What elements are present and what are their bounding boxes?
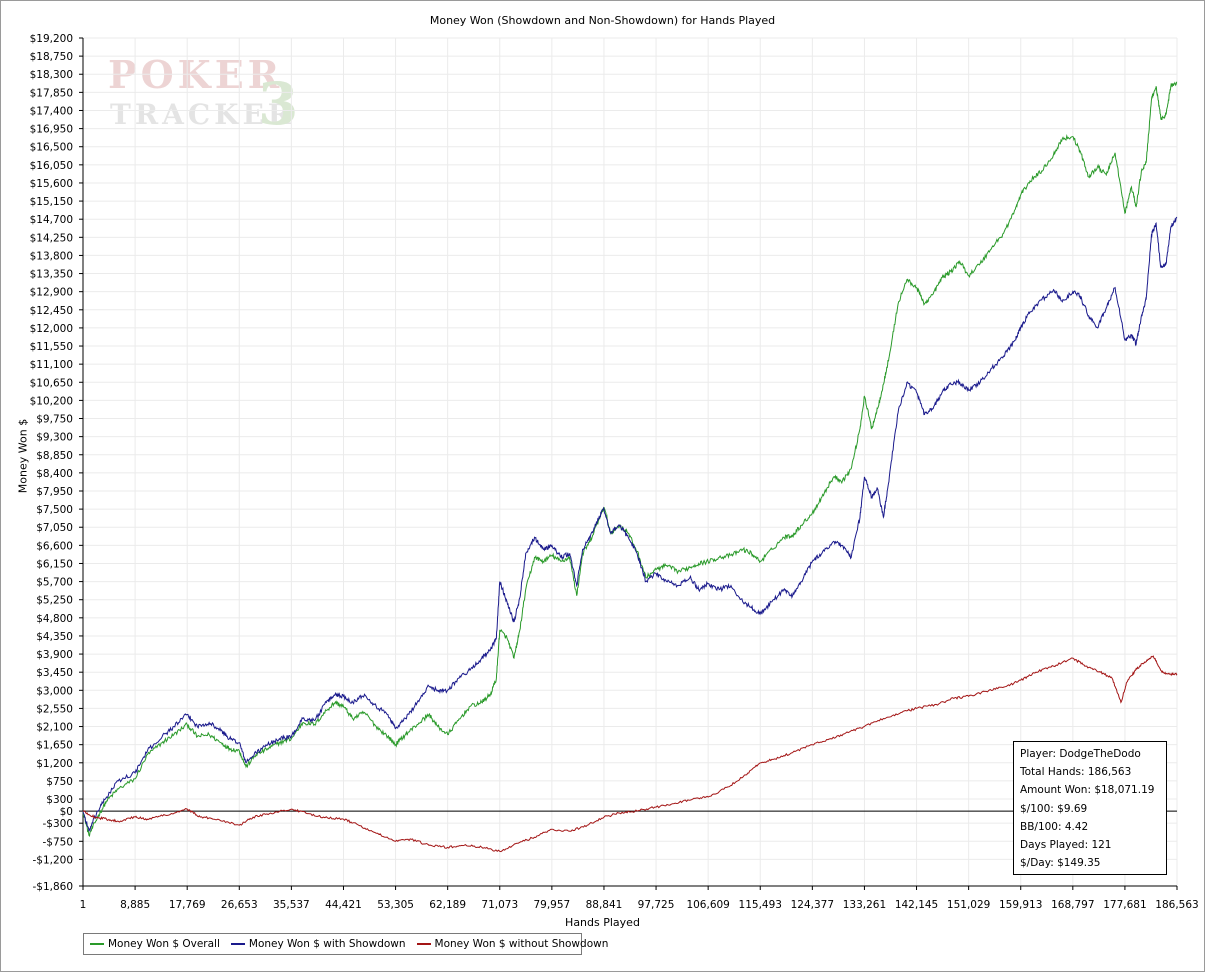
y-tick-label: $11,550 [30,341,73,353]
y-tick-label: $7,950 [36,486,73,498]
legend-swatch-showdown [230,943,245,945]
y-tick-label: $8,400 [36,468,73,480]
x-tick-label: 124,377 [791,899,834,911]
x-tick-label: 79,957 [533,899,570,911]
series-line-showdown [82,216,1178,832]
x-tick-label: 133,261 [843,899,886,911]
y-tick-label: $1,200 [36,758,73,770]
stats-per-100: $/100: $9.69 [1020,802,1088,815]
y-tick-label: $750 [46,776,73,788]
y-tick-label: $5,250 [36,595,73,607]
pokertracker-logo: POKER TRACKER 3 [108,52,298,138]
y-tick-label: $11,100 [30,359,73,371]
series-line-non-showdown [82,655,1178,853]
x-tick-label: 159,913 [999,899,1042,911]
y-tick-label: $5,700 [36,577,73,589]
x-tick-label: 71,073 [481,899,518,911]
y-tick-label: $13,350 [30,269,73,281]
y-tick-label: $16,050 [30,160,73,172]
x-tick-label: 8,885 [120,899,150,911]
chart-legend: Money Won $ Overall Money Won $ with Sho… [83,933,608,955]
y-tick-label: $9,750 [36,414,73,426]
y-tick-label: $15,150 [30,196,73,208]
y-tick-label: $17,400 [30,105,73,117]
legend-swatch-non-showdown [416,943,431,945]
chart-title: Money Won (Showdown and Non-Showdown) fo… [429,14,776,27]
y-tick-label: $0 [60,806,73,818]
y-tick-label: $6,150 [36,558,73,570]
y-tick-label: $300 [46,794,73,806]
x-tick-label: 97,725 [638,899,675,911]
y-tick-label: -$300 [42,818,73,830]
x-tick-label: 177,681 [1103,899,1146,911]
x-tick-label: 53,305 [377,899,414,911]
x-tick-label: 26,653 [221,899,258,911]
y-tick-label: $17,850 [30,87,73,99]
logo-word-tracker: TRACKER [110,98,295,131]
y-tick-label: -$750 [42,836,73,848]
x-tick-label: 44,421 [325,899,362,911]
y-tick-label: $15,600 [30,178,73,190]
x-tick-label: 115,493 [739,899,782,911]
y-tick-label: $12,000 [30,323,73,335]
legend-swatch-overall [90,943,104,945]
stats-amount-won: Amount Won: $18,071.19 [1020,784,1155,797]
y-tick-label: $6,600 [36,540,73,552]
legend-item-showdown: Money Won $ with Showdown [230,938,406,950]
y-tick-label: $19,200 [30,33,73,45]
x-tick-label: 35,537 [273,899,310,911]
y-tick-label: -$1,200 [32,854,73,866]
legend-label-overall: Money Won $ Overall [108,938,220,950]
stats-bb-100: BB/100: 4.42 [1020,820,1089,833]
y-tick-label: $10,650 [30,377,73,389]
y-tick-label: $3,900 [36,649,73,661]
legend-label-showdown: Money Won $ with Showdown [248,938,406,950]
logo-numeral: 3 [258,70,298,138]
y-tick-label: $7,500 [36,504,73,516]
y-tick-label: $2,550 [36,703,73,715]
x-tick-label: 1 [80,899,87,911]
y-tick-label: -$1,860 [32,881,73,893]
y-tick-label: $18,750 [30,51,73,63]
stats-total-hands: Total Hands: 186,563 [1020,766,1132,779]
y-tick-label: $3,000 [36,685,73,697]
x-tick-label: 106,609 [686,899,729,911]
y-tick-label: $2,100 [36,722,73,734]
y-tick-label: $10,200 [30,395,73,407]
y-tick-label: $18,300 [30,69,73,81]
y-tick-label: $16,950 [30,124,73,136]
stats-player: Player: DodgeTheDodo [1020,748,1141,760]
y-tick-label: $4,800 [36,613,73,625]
legend-item-non-showdown: Money Won $ without Showdown [416,938,609,950]
y-tick-label: $16,500 [30,142,73,154]
x-tick-label: 168,797 [1051,899,1094,911]
x-tick-label: 88,841 [586,899,623,911]
x-tick-label: 17,769 [169,899,206,911]
x-tick-label: 151,029 [947,899,990,911]
y-tick-label: $3,450 [36,667,73,679]
y-tick-label: $13,800 [30,250,73,262]
y-tick-label: $4,350 [36,631,73,643]
x-axis-label: Hands Played [565,916,640,929]
player-stats-box: Player: DodgeTheDodo Total Hands: 186,56… [1013,741,1167,875]
x-tick-label: 142,145 [895,899,938,911]
x-tick-label: 186,563 [1155,899,1198,911]
stats-per-day: $/Day: $149.35 [1020,857,1101,870]
y-tick-label: $12,900 [30,287,73,299]
y-tick-label: $12,450 [30,305,73,317]
legend-label-non-showdown: Money Won $ without Showdown [434,938,609,950]
y-tick-label: $8,850 [36,450,73,462]
y-tick-label: $14,700 [30,214,73,226]
x-tick-label: 62,189 [429,899,466,911]
legend-item-overall: Money Won $ Overall [90,938,220,950]
stats-days-played: Days Played: 121 [1020,838,1112,851]
series-line-overall [82,81,1178,837]
y-tick-label: $7,050 [36,522,73,534]
y-tick-label: $1,650 [36,740,73,752]
y-tick-label: $14,250 [30,232,73,244]
y-tick-label: $9,300 [36,432,73,444]
